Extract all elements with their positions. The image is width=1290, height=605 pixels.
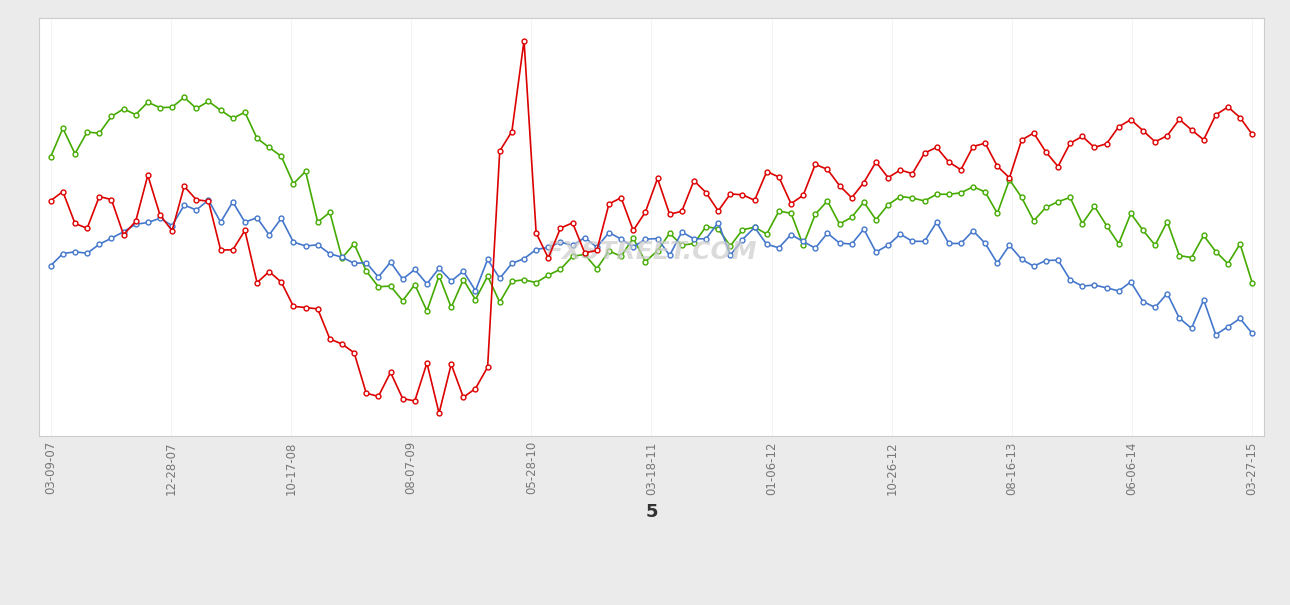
US Nonfarm Payrolls <box>43 197 58 204</box>
GBPUSD <box>419 307 435 315</box>
GBPUSD <box>1171 252 1187 260</box>
EURUSD <box>771 244 787 252</box>
US Nonfarm Payrolls <box>783 200 799 208</box>
US Nonfarm Payrolls <box>273 278 289 286</box>
GBPUSD <box>1245 279 1260 286</box>
US Nonfarm Payrolls <box>431 410 446 417</box>
US Nonfarm Payrolls <box>322 335 338 342</box>
Line: GBPUSD: GBPUSD <box>48 95 1255 313</box>
GBPUSD <box>1207 248 1223 255</box>
GBPUSD <box>285 180 301 188</box>
EURUSD <box>1196 296 1211 304</box>
Text: FXSTREET.COM: FXSTREET.COM <box>546 240 757 264</box>
US Nonfarm Payrolls <box>1245 131 1260 138</box>
GBPUSD <box>783 209 799 217</box>
EURUSD <box>285 238 301 246</box>
EURUSD <box>1160 290 1175 297</box>
Line: EURUSD: EURUSD <box>48 198 1255 337</box>
X-axis label: 5: 5 <box>645 503 658 521</box>
US Nonfarm Payrolls <box>516 37 531 44</box>
EURUSD <box>1245 330 1260 337</box>
GBPUSD <box>43 153 58 160</box>
EURUSD <box>1207 331 1223 338</box>
GBPUSD <box>177 94 192 101</box>
GBPUSD <box>686 240 702 247</box>
EURUSD <box>43 262 58 269</box>
US Nonfarm Payrolls <box>1207 111 1223 119</box>
EURUSD <box>201 197 217 204</box>
GBPUSD <box>334 254 350 261</box>
US Nonfarm Payrolls <box>686 177 702 185</box>
EURUSD <box>675 229 690 236</box>
Line: US Nonfarm Payrolls: US Nonfarm Payrolls <box>48 38 1255 416</box>
EURUSD <box>334 253 350 261</box>
US Nonfarm Payrolls <box>1171 116 1187 123</box>
